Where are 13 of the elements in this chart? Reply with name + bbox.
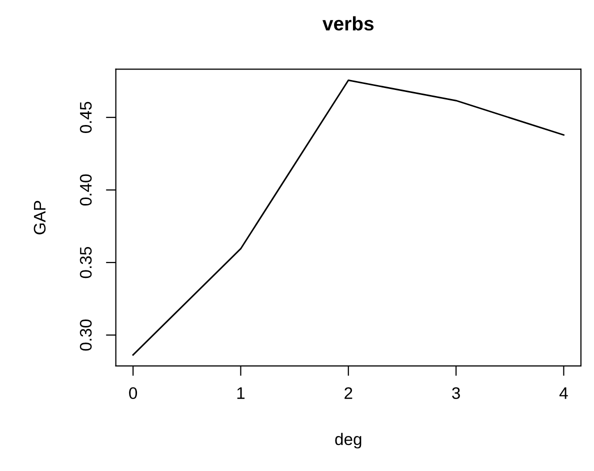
y-tick-label: 0.45	[80, 102, 92, 133]
chart-title: verbs	[322, 16, 374, 31]
line-series	[132, 80, 564, 356]
y-tick-label: 0.30	[80, 319, 92, 351]
y-tick-label: 0.35	[80, 246, 92, 278]
y-tick-label: 0.40	[80, 174, 92, 206]
y-axis-title: GAP	[34, 200, 46, 234]
x-tick-label: 4	[559, 387, 568, 399]
x-axis-title: deg	[335, 432, 362, 448]
x-tick-label: 2	[344, 387, 352, 399]
x-tick-label: 0	[129, 387, 138, 400]
x-tick-label: 3	[452, 387, 460, 400]
x-tick-label: 1	[237, 387, 245, 399]
